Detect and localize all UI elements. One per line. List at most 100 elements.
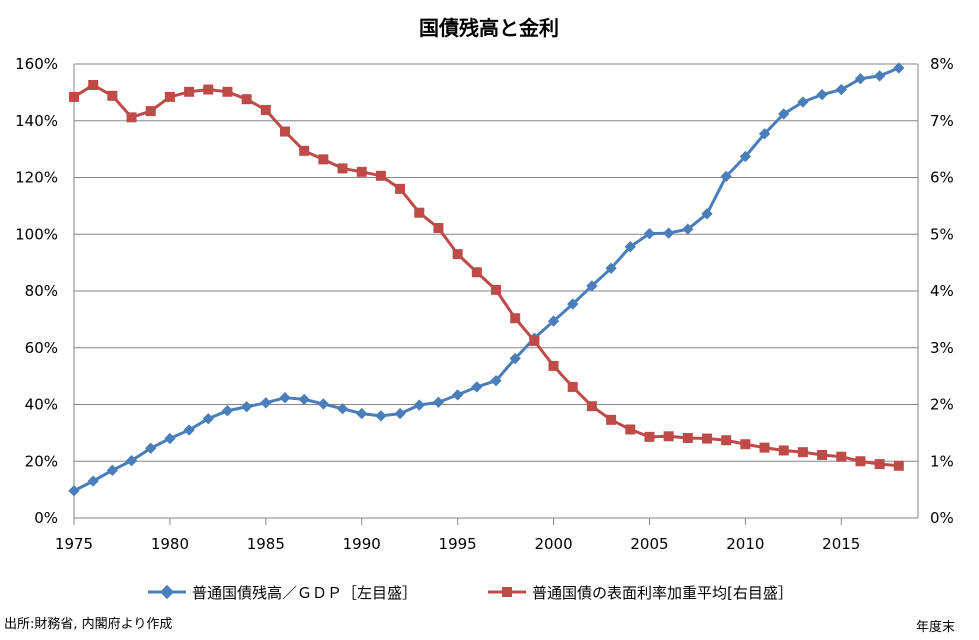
data-point [836,451,847,462]
data-point [662,227,675,239]
legend: 普通国債残高／ＧＤＰ［左目盛］ 普通国債の表面利率加重平均[右目盛］ [148,584,793,602]
data-point [203,84,214,95]
data-point [854,73,867,85]
data-point [126,112,137,123]
data-point [356,166,367,177]
data-point [490,375,502,387]
x-tick-label: 2005 [630,535,668,553]
data-point [567,298,579,310]
y-right-tick-label: 8% [930,55,954,73]
data-point [567,381,578,392]
data-point [202,413,214,425]
x-tick-label: 1980 [151,535,189,553]
legend-label-debt-gdp: 普通国債残高／ＧＤＰ［左目盛］ [192,584,417,602]
y-left-tick-label: 20% [25,452,58,470]
data-point [739,150,752,163]
data-point [586,401,597,412]
data-point [816,88,828,101]
y-right-axis-ticks: 0% 1% 2% 3% 4% 5% 6% 7% 8% [930,55,954,527]
data-point [491,284,501,295]
y-left-tick-label: 40% [25,396,58,414]
series-line [73,83,899,468]
data-point [107,90,118,101]
data-point [510,313,521,324]
x-tick-label: 1985 [247,535,285,553]
data-point [624,241,636,253]
data-point [183,424,195,436]
data-point [740,439,751,450]
source-note: 出所:財務省, 内閣府より作成 [4,616,172,632]
data-point [432,396,445,408]
x-tick-label: 1995 [439,535,477,553]
data-point [817,450,828,461]
data-point [184,86,195,97]
data-point [145,442,157,454]
data-point [414,207,425,218]
data-point [586,280,598,292]
data-point [299,145,310,156]
data-point [874,459,885,470]
data-point [241,94,252,105]
data-point [778,445,789,456]
legend-label-interest-rate: 普通国債の表面利率加重平均[右目盛］ [532,584,793,602]
legend-marker-debt-gdp [159,584,175,600]
x-tick-label: 2015 [822,535,860,553]
data-point [164,91,175,102]
y-right-tick-label: 0% [930,509,954,527]
data-point [413,399,425,411]
data-point [758,128,771,140]
data-point [663,431,674,442]
x-unit-note: 年度末 [916,619,955,635]
data-point [69,91,79,102]
data-point [471,267,482,278]
y-left-tick-label: 120% [15,169,58,187]
legend-item-debt-gdp: 普通国債残高／ＧＤＰ［左目盛］ [148,584,417,602]
data-point [260,397,272,409]
data-point [547,315,560,327]
legend-item-interest-rate: 普通国債の表面利率加重平均[右目盛］ [488,584,793,602]
data-point [471,381,483,393]
grid-lines [74,63,918,462]
data-point [88,79,99,90]
data-point [164,432,176,445]
data-point [702,433,712,444]
series-interest-rate [69,79,904,471]
data-point [720,170,732,183]
y-left-axis-ticks: 0% 20% 40% 60% 80% 100% 120% 140% 160% [15,55,58,527]
x-tick-label: 1990 [343,535,381,553]
data-point [298,393,310,406]
data-point [855,456,866,467]
x-axis-ticks: 1975 1980 1985 1990 1995 2000 2005 2010 2015 [55,518,860,553]
y-left-tick-label: 160% [15,55,58,73]
data-point [221,405,234,417]
data-point [87,475,99,487]
data-point [279,392,291,404]
data-point [682,223,694,235]
data-point [336,403,349,415]
data-point [643,228,656,240]
y-right-tick-label: 5% [930,225,954,243]
data-point [797,447,808,458]
y-right-tick-label: 6% [930,169,954,187]
y-left-tick-label: 80% [25,282,58,300]
data-point [356,407,368,420]
data-point [280,126,290,137]
data-point [701,208,713,220]
data-point [893,460,904,471]
x-tick-label: 2010 [726,535,764,553]
x-tick-label: 2000 [534,535,572,553]
y-right-tick-label: 2% [930,396,954,414]
series-debt-gdp [68,62,905,497]
data-point [605,262,617,274]
data-point [433,223,444,234]
y-left-tick-label: 100% [15,225,58,243]
data-point [759,442,770,453]
data-point [625,424,636,435]
axes [73,64,919,519]
data-point [452,249,463,260]
data-point [145,106,156,117]
data-point [548,360,559,371]
chart-title: 国債残高と金利 [419,16,559,40]
data-point [644,431,655,442]
